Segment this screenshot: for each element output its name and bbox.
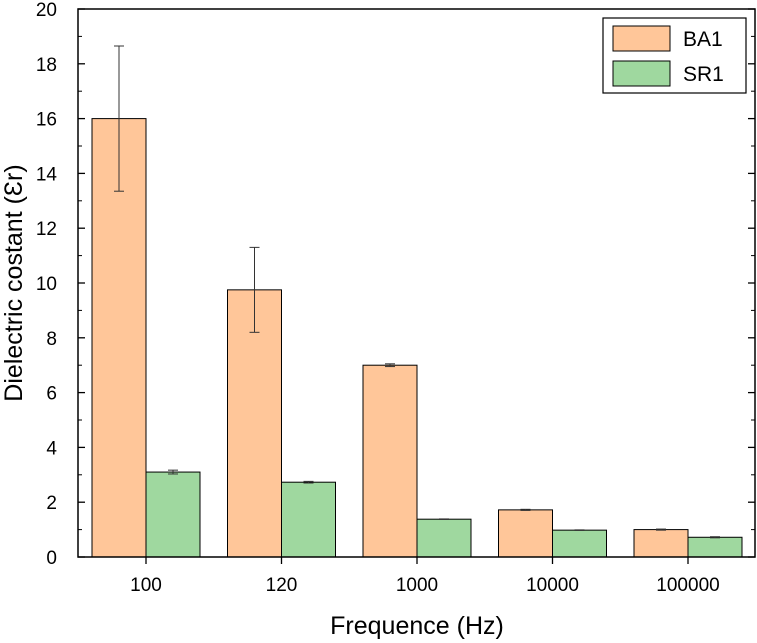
y-tick-label: 12 [36, 219, 57, 240]
error-bar-ba1-10000 [520, 508, 531, 511]
bar-ba1-100000 [633, 529, 689, 558]
legend-swatch-ba1 [612, 25, 671, 52]
error-bar-sr1-10000 [574, 529, 585, 531]
error-bar-sr1-100000 [710, 536, 720, 539]
error-bar-sr1-1000 [439, 518, 449, 520]
error-bar-sr1-100 [168, 469, 178, 475]
bar-sr1-100000 [687, 536, 743, 558]
x-axis-title: Frequence (Hz) [330, 612, 504, 640]
y-tick-label: 18 [36, 55, 57, 76]
error-bar-ba1-100000 [656, 528, 666, 531]
bar-sr1-100 [145, 471, 201, 558]
y-axis-title: Dielectric costant (Ɛr) [0, 164, 28, 401]
y-tick-label: 20 [36, 0, 57, 21]
error-bar-ba1-100 [114, 45, 124, 192]
bars-layer [91, 118, 743, 558]
bar-sr1-1000 [416, 518, 472, 558]
y-tick-label: 0 [46, 548, 57, 569]
x-tick-label: 10000 [526, 575, 579, 596]
legend-label-ba1: BA1 [683, 28, 723, 51]
x-tick-label: 100 [130, 575, 162, 596]
x-tick-label: 120 [266, 575, 298, 596]
error-bar-ba1-1000 [385, 363, 395, 368]
y-tick-label: 16 [36, 110, 57, 131]
y-tick-label: 2 [46, 493, 57, 514]
y-tick-label: 10 [36, 274, 57, 295]
error-bars-layer [114, 45, 720, 539]
x-tick-label: 100000 [656, 575, 719, 596]
legend-label-sr1: SR1 [683, 63, 724, 86]
bar-sr1-120 [281, 481, 336, 558]
x-tick-label: 1000 [396, 575, 438, 596]
legend-swatch-sr1 [612, 60, 671, 87]
y-tick-label: 4 [46, 438, 57, 459]
bar-ba1-1000 [362, 364, 418, 558]
y-tick-label: 14 [36, 164, 58, 185]
y-tick-label: 8 [46, 329, 57, 350]
y-tick-label: 6 [46, 384, 57, 405]
y-axis: 0 2 4 6 8 10 12 14 16 18 20 [36, 0, 755, 569]
error-bar-ba1-120 [249, 246, 260, 333]
bar-sr1-10000 [552, 529, 607, 558]
bar-ba1-10000 [498, 509, 553, 558]
bar-ba1-120 [227, 289, 282, 558]
x-axis: 100 120 1000 10000 100000 [130, 557, 720, 596]
legend: BA1 SR1 [602, 17, 747, 94]
error-bar-sr1-120 [303, 480, 314, 484]
